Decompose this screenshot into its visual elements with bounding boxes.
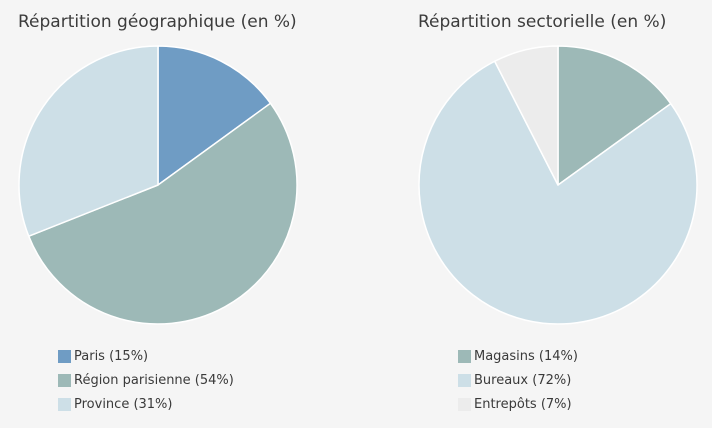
legend-swatch (58, 373, 71, 387)
legend: Magasins (14%) Bureaux (72%) Entrepôts (… (458, 344, 578, 416)
legend-item-bureaux: Bureaux (72%) (458, 368, 578, 392)
legend-label: Magasins (14%) (474, 348, 578, 364)
legend-label: Province (31%) (74, 396, 173, 412)
legend-swatch (58, 397, 71, 411)
legend-item-province: Province (31%) (58, 392, 234, 416)
legend-swatch (458, 373, 471, 387)
pie-slice-bureaux (418, 60, 698, 325)
legend-item-paris: Paris (15%) (58, 344, 234, 368)
pie-slice-province (18, 45, 159, 237)
pie-slice-entrepots (493, 45, 559, 186)
legend-item-entrepots: Entrepôts (7%) (458, 392, 578, 416)
pie-slice-paris (157, 45, 272, 186)
chart-title: Répartition géographique (en %) (18, 12, 297, 32)
legend-item-region-parisienne: Région parisienne (54%) (58, 368, 234, 392)
geographic-chart: Répartition géographique (en %) Paris (1… (18, 12, 298, 416)
legend-label: Entrepôts (7%) (474, 396, 572, 412)
legend-swatch (458, 349, 471, 363)
pie-slice-magasins (557, 45, 672, 186)
legend-label: Région parisienne (54%) (74, 372, 234, 388)
pie-chart (418, 45, 698, 325)
legend-item-magasins: Magasins (14%) (458, 344, 578, 368)
pie-slice-region-parisienne (28, 102, 298, 325)
legend: Paris (15%) Région parisienne (54%) Prov… (58, 344, 234, 416)
pie-chart (18, 45, 298, 325)
chart-title: Répartition sectorielle (en %) (418, 12, 667, 32)
legend-label: Paris (15%) (74, 348, 149, 364)
legend-label: Bureaux (72%) (474, 372, 572, 388)
sector-chart: Répartition sectorielle (en %) Magasins … (400, 0, 712, 428)
legend-swatch (58, 349, 71, 363)
legend-swatch (458, 397, 471, 411)
